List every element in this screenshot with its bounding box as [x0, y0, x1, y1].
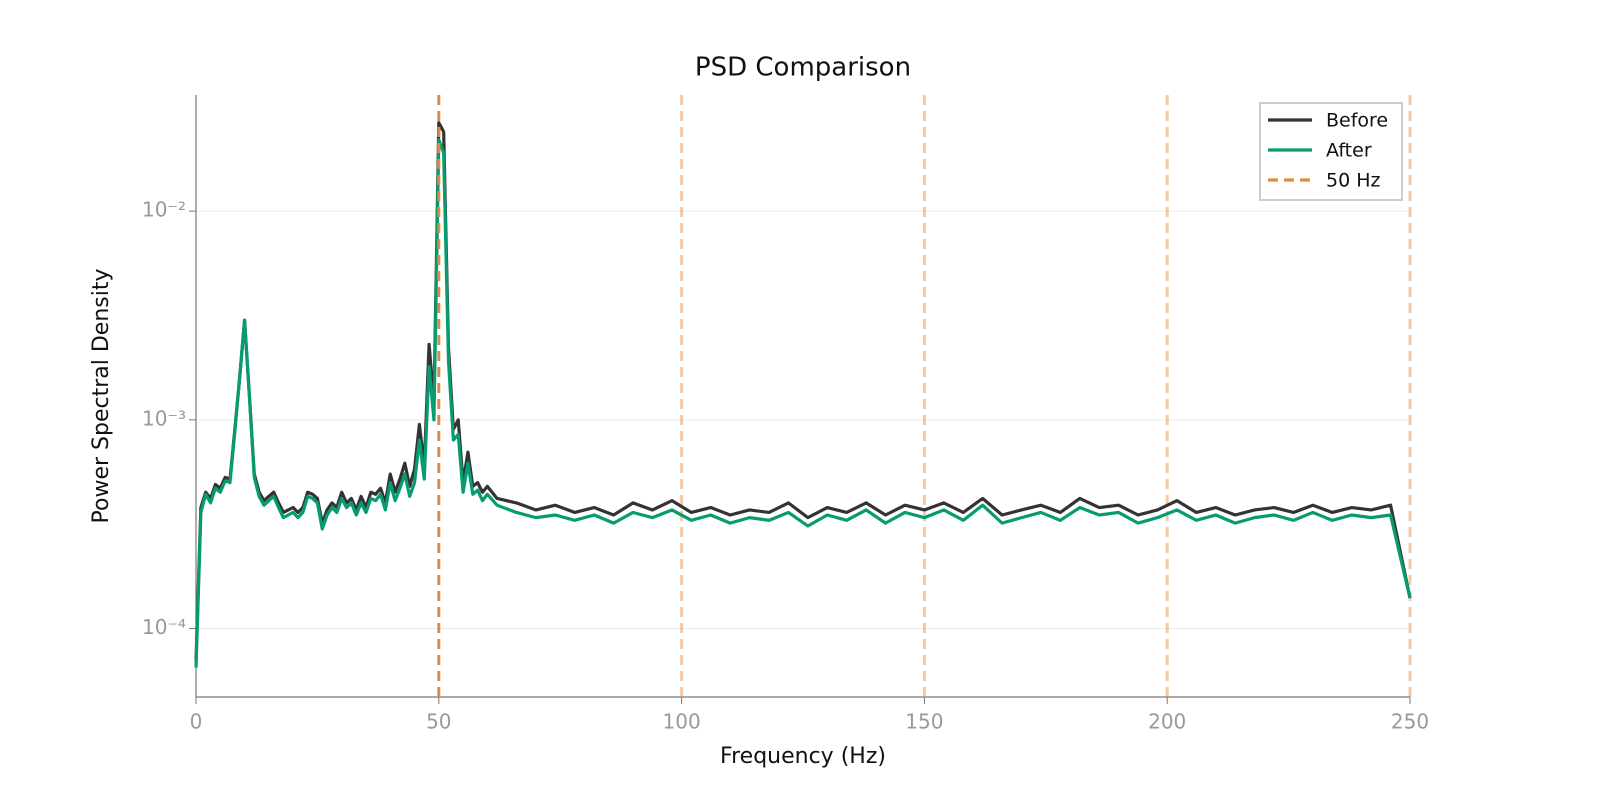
x-tick-label: 0: [190, 710, 203, 734]
legend-label: After: [1326, 140, 1372, 162]
series-line: [194, 138, 1412, 668]
x-tick-label: 150: [905, 710, 943, 734]
chart-title: PSD Comparison: [695, 53, 911, 83]
legend-label: Before: [1326, 110, 1388, 132]
y-axis-label: Power Spectral Density: [89, 269, 114, 524]
x-tick-label: 200: [1148, 710, 1186, 734]
x-tick-label: 50: [426, 710, 451, 734]
x-tick-label: 250: [1391, 710, 1429, 734]
x-axis-label: Frequency (Hz): [720, 744, 886, 769]
legend-label: 50 Hz: [1326, 170, 1381, 192]
y-tick-label: 10⁻³: [142, 406, 186, 430]
series-line: [194, 121, 1412, 661]
x-tick-label: 100: [663, 710, 701, 734]
y-tick-label: 10⁻²: [142, 198, 186, 222]
y-tick-label: 10⁻⁴: [142, 615, 186, 639]
